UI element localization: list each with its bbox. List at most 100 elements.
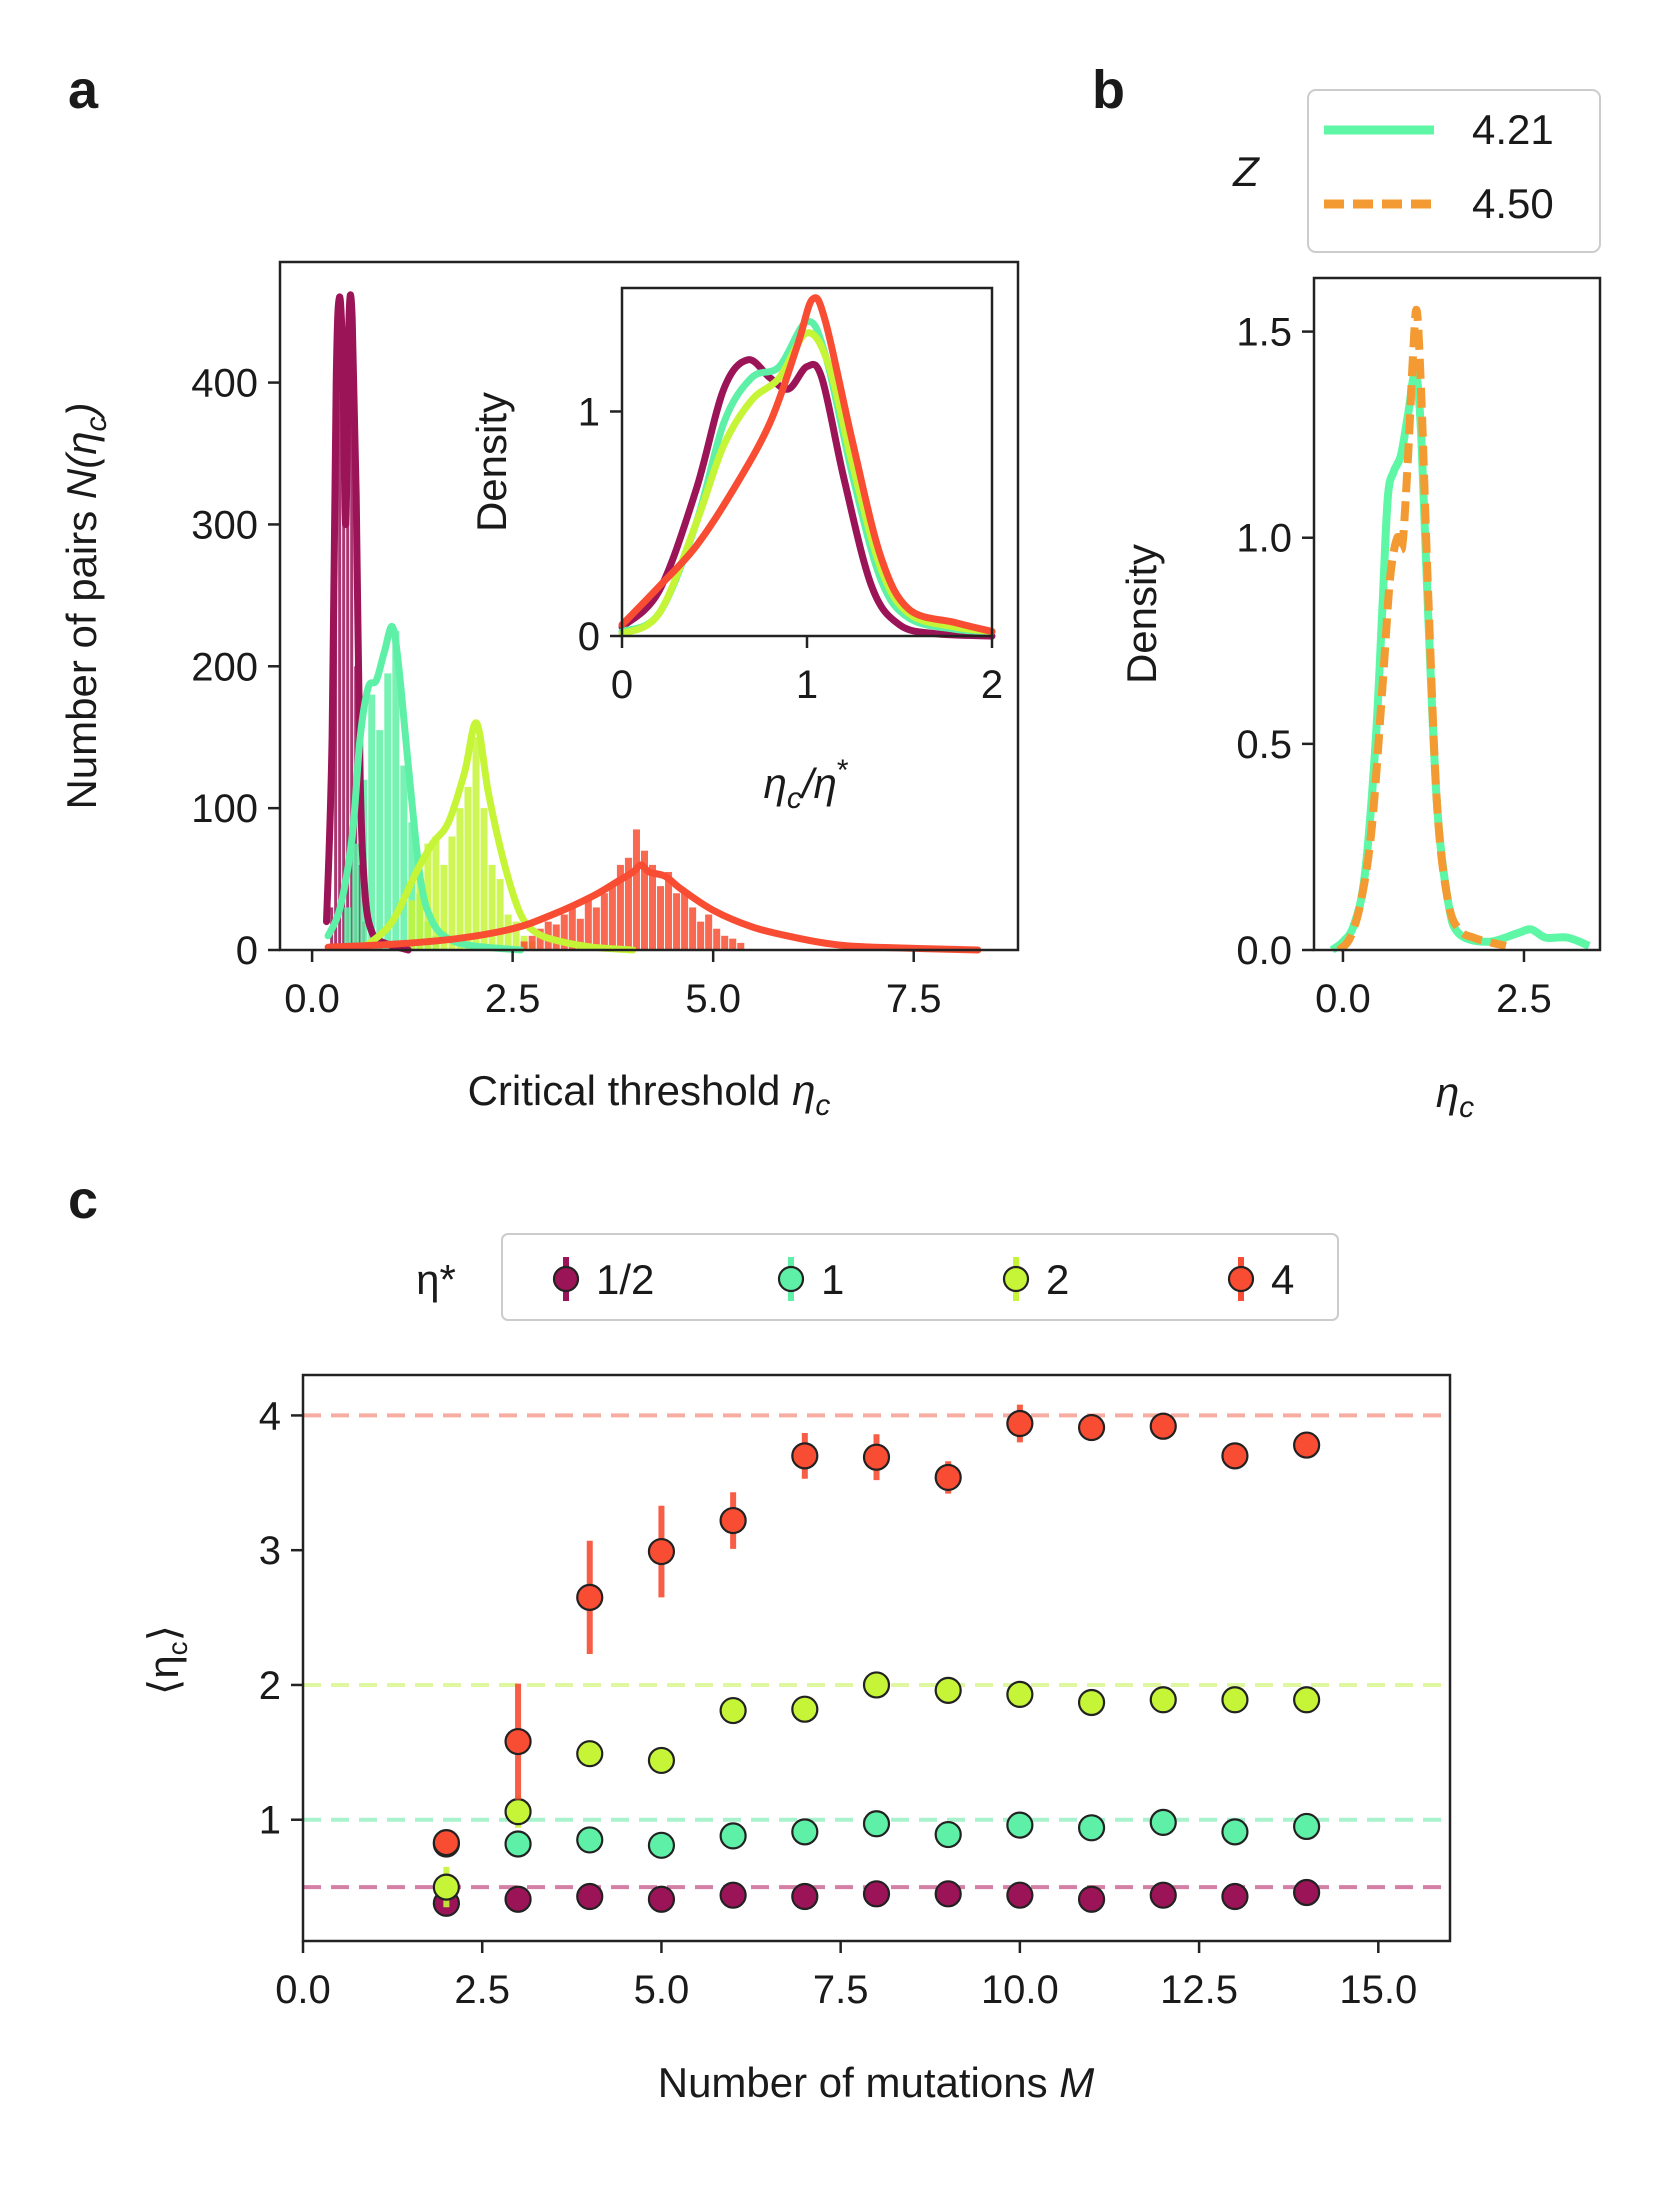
panel-c-point-4-5 bbox=[647, 1537, 676, 1566]
panel-a-bar-4-20 bbox=[681, 893, 689, 950]
panel-a-bar-2-8 bbox=[472, 737, 480, 950]
panel-a-bar-4-23 bbox=[705, 914, 713, 950]
panel-label-b: b bbox=[1092, 60, 1125, 120]
panel-c-xlabel: Number of mutations M bbox=[658, 2059, 1095, 2106]
panel-a-kde-4 bbox=[324, 861, 982, 954]
panel-a-bar-2-5 bbox=[448, 836, 456, 950]
panel-c-point-1-2-6 bbox=[719, 1881, 747, 1909]
legend-label-1: 1 bbox=[821, 1256, 844, 1303]
legend-label-4-21: 4.21 bbox=[1472, 106, 1554, 153]
panel-c-point-4-2 bbox=[432, 1829, 460, 1857]
panel-a-bar-4-10 bbox=[600, 893, 608, 950]
panel-a-bar-2-4 bbox=[440, 864, 448, 950]
panel-c-point-1-2-13 bbox=[1221, 1882, 1249, 1911]
panel-a-inset: 0 1 2 0 1 Density ηc/η* bbox=[468, 286, 1003, 815]
panel-c-ytick-label-3: 4 bbox=[259, 1394, 281, 1438]
panel-c-point-4-14 bbox=[1293, 1431, 1321, 1459]
legend-marker-1-2 bbox=[552, 1265, 580, 1293]
panel-a-bar-4-8 bbox=[584, 900, 592, 950]
inset-ytick-label-1: 1 bbox=[578, 390, 600, 434]
panel-c-legend: 1/2 1 2 4 bbox=[501, 1233, 1339, 1321]
legend-marker-4 bbox=[1227, 1265, 1255, 1293]
panel-b-xtick-label-1: 2.5 bbox=[1496, 977, 1552, 1021]
panel-c-point-1-5 bbox=[647, 1831, 676, 1859]
panel-c-point-2-4 bbox=[576, 1740, 604, 1768]
panel-c-point-1-3 bbox=[504, 1830, 532, 1858]
panel-c-point-2-2 bbox=[432, 1873, 460, 1901]
panel-a-bar-2-7 bbox=[464, 786, 472, 950]
panel-c-legend-box bbox=[501, 1233, 1339, 1321]
panel-c-point-1-9 bbox=[934, 1820, 962, 1849]
panel-c-point-1-2-7 bbox=[791, 1882, 819, 1911]
panel-c-point-4-4 bbox=[576, 1583, 604, 1611]
inset-frame bbox=[620, 286, 994, 638]
inset-ylabel: Density bbox=[468, 392, 515, 532]
panel-a-bar-4-1 bbox=[528, 935, 536, 950]
panel-b-ytick-label-2: 1.0 bbox=[1236, 517, 1292, 561]
panel-a-bar-1-2-5 bbox=[350, 325, 354, 950]
panel-c-point-4-3 bbox=[504, 1727, 532, 1756]
panel-c-xtick-label-5: 12.5 bbox=[1160, 1968, 1238, 2012]
panel-a-ytick-label-3: 300 bbox=[191, 503, 258, 547]
panel-a-xtick-label-0: 0.0 bbox=[284, 977, 340, 1021]
panel-a-bar-4-6 bbox=[568, 907, 576, 950]
inset-xtick-label-0: 0 bbox=[611, 663, 633, 707]
panel-a-frame bbox=[278, 260, 1020, 952]
panel-a-ytick-label-2: 200 bbox=[191, 645, 258, 689]
panel-c-xtick-label-6: 15.0 bbox=[1339, 1968, 1417, 2012]
panel-b-xlabel: ηc bbox=[1436, 1069, 1474, 1124]
panel-c-ylabel: ⟨ηc⟩ bbox=[140, 1625, 193, 1695]
inset-background bbox=[622, 288, 992, 636]
panel-c-point-4-7 bbox=[791, 1442, 819, 1470]
panel-b-xtick-label-0: 0.0 bbox=[1315, 977, 1371, 1021]
panel-c-axes: 0.0 2.5 5.0 7.5 10.0 12.5 15.0 1 2 3 4 bbox=[259, 1394, 1417, 2012]
panel-label-c: c bbox=[68, 1170, 98, 1230]
panel-c-point-2-10 bbox=[1006, 1680, 1034, 1708]
panel-c-point-1-2-11 bbox=[1077, 1885, 1106, 1913]
panel-a-xtick-label-2: 5.0 bbox=[685, 977, 741, 1021]
panel-a-bar-2-13 bbox=[512, 921, 520, 950]
panel-b-ytick-label-0: 0.0 bbox=[1236, 929, 1292, 973]
panel-a-bar-4-11 bbox=[608, 886, 616, 950]
panel-a-bar-2-2 bbox=[424, 843, 432, 950]
panel-c-ytick-label-1: 2 bbox=[259, 1664, 281, 1708]
panel-c-point-1-12 bbox=[1149, 1808, 1177, 1837]
panel-b-ytick-label-1: 0.5 bbox=[1236, 723, 1292, 767]
panel-b-ytick-label-3: 1.5 bbox=[1236, 311, 1292, 355]
panel-a-bar-4-2 bbox=[536, 928, 544, 950]
panel-c-xtick-label-2: 5.0 bbox=[634, 1968, 690, 2012]
panel-c-point-4-9 bbox=[934, 1463, 962, 1492]
panel-c-point-2-11 bbox=[1077, 1688, 1106, 1717]
panel-c-point-1-6 bbox=[719, 1822, 747, 1850]
panel-c-ytick-label-0: 1 bbox=[259, 1799, 281, 1843]
panel-a-bar-1-2-1 bbox=[334, 595, 338, 950]
panel-a-bar-2-10 bbox=[488, 864, 496, 950]
panel-c-xtick-label-1: 2.5 bbox=[454, 1968, 510, 2012]
panel-a-bar-4-9 bbox=[592, 907, 600, 950]
panel-c-xtick-label-4: 10.0 bbox=[981, 1968, 1059, 2012]
panel-a-bar-4-17 bbox=[657, 886, 665, 950]
panel-a-bar-4-24 bbox=[713, 928, 721, 950]
panel-c-point-1-8 bbox=[862, 1810, 891, 1838]
panel-c-point-1-2-5 bbox=[647, 1885, 676, 1913]
panel-a-bar-1-5 bbox=[384, 673, 392, 950]
panel-c-point-2-3 bbox=[504, 1798, 532, 1826]
panel-c-point-1-2-14 bbox=[1293, 1878, 1321, 1907]
panel-c-point-1-2-4 bbox=[576, 1882, 604, 1911]
panel-a-bar-4-18 bbox=[665, 871, 673, 950]
inset-curve-4 bbox=[618, 294, 996, 635]
panel-a-ylabel: Number of pairs N(ηc) bbox=[58, 402, 113, 809]
inset-density-curves bbox=[618, 294, 996, 640]
panel-b-curve-4-50 bbox=[1336, 305, 1507, 953]
panel-b-frame bbox=[1312, 276, 1602, 952]
inset-xtick-label-2: 2 bbox=[981, 663, 1003, 707]
panel-c-scatter: 0.0 2.5 5.0 7.5 10.0 12.5 15.0 1 2 3 4 Number of m… bbox=[140, 1233, 1452, 2106]
panel-c-point-4-11 bbox=[1077, 1413, 1106, 1442]
panel-c-point-4-13 bbox=[1221, 1442, 1249, 1470]
panel-b-legend-box bbox=[1307, 89, 1601, 253]
panel-a-bar-4-19 bbox=[673, 893, 681, 950]
panel-a-bar-1-2-4 bbox=[346, 318, 350, 950]
panel-a-bar-4-12 bbox=[616, 864, 624, 950]
